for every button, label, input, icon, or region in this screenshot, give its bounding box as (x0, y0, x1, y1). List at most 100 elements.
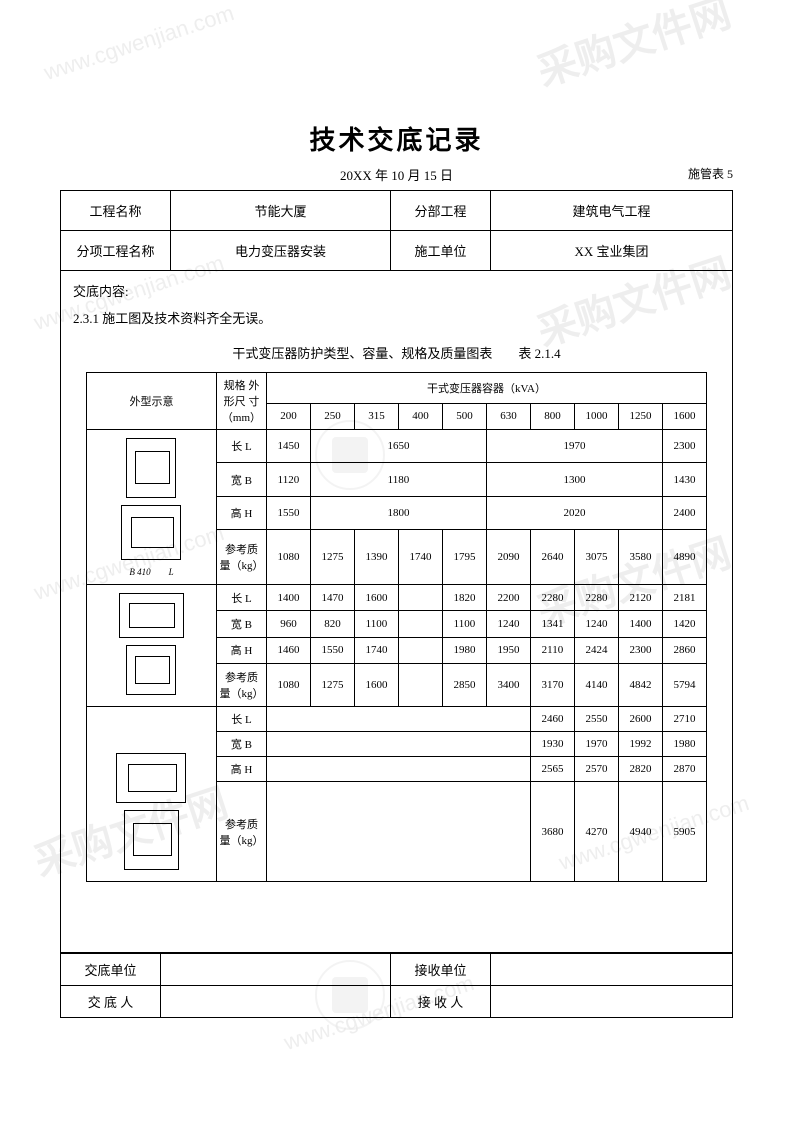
cell: 1600 (354, 585, 398, 611)
cap-cell: 800 (530, 403, 574, 429)
dim-num: 410 (137, 567, 151, 577)
table-row: 工程名称 节能大厦 分部工程 建筑电气工程 (61, 191, 733, 231)
cell: 1275 (310, 530, 354, 585)
cell (266, 782, 530, 882)
cell: 2280 (530, 585, 574, 611)
table-row: B 410 L 长 L 1450 1650 1970 2300 (86, 430, 706, 463)
cell: 1420 (662, 611, 706, 637)
row-length: 长 L (216, 707, 266, 732)
cell: 1180 (310, 463, 486, 496)
cell: 1450 (266, 430, 310, 463)
spec-table: 外型示意 规格 外形尺 寸（mm） 干式变压器容器（kVA） 200 250 3… (86, 372, 707, 882)
cell: 1970 (486, 430, 662, 463)
cell: 3580 (618, 530, 662, 585)
cell: 4940 (618, 782, 662, 882)
table-row: 分项工程名称 电力变压器安装 施工单位 XX 宝业集团 (61, 231, 733, 271)
row-width: 宽 B (216, 463, 266, 496)
cell: 1240 (574, 611, 618, 637)
cell: 1275 (310, 663, 354, 706)
table-row: 长 L 2460 2550 2600 2710 (86, 707, 706, 732)
value-receive-person (491, 986, 733, 1018)
content-cell: 交底内容: 2.3.1 施工图及技术资料齐全无误。 干式变压器防护类型、容量、规… (61, 271, 733, 953)
sheet-number: 施管表 5 (688, 165, 733, 182)
cell: 2850 (442, 663, 486, 706)
label-receive-unit: 接收单位 (391, 954, 491, 986)
cell (266, 732, 530, 757)
cell: 1950 (486, 637, 530, 663)
cell: 2570 (574, 757, 618, 782)
cell: 1390 (354, 530, 398, 585)
cell: 2460 (530, 707, 574, 732)
cell: 2090 (486, 530, 530, 585)
cell: 2020 (486, 496, 662, 529)
cell: 1800 (310, 496, 486, 529)
cell: 1650 (310, 430, 486, 463)
cell: 2300 (662, 430, 706, 463)
table-row: 长 L 1400 1470 1600 1820 2200 2280 2280 2… (86, 585, 706, 611)
cap-cell: 1000 (574, 403, 618, 429)
cell: 1980 (442, 637, 486, 663)
table-row: 交 底 人 接 收 人 (61, 986, 733, 1018)
cell: 5794 (662, 663, 706, 706)
row-weight: 参考质 量（kg） (216, 663, 266, 706)
cell: 3075 (574, 530, 618, 585)
cell: 1970 (574, 732, 618, 757)
cell: 1120 (266, 463, 310, 496)
cell: 4842 (618, 663, 662, 706)
cell (266, 707, 530, 732)
dim-b: B (129, 567, 135, 577)
cell: 2860 (662, 637, 706, 663)
cell (398, 663, 442, 706)
cell: 1460 (266, 637, 310, 663)
content-line: 2.3.1 施工图及技术资料齐全无误。 (73, 308, 720, 327)
cell: 2300 (618, 637, 662, 663)
cell: 2400 (662, 496, 706, 529)
cell: 1430 (662, 463, 706, 496)
cell: 5905 (662, 782, 706, 882)
row-length: 长 L (216, 430, 266, 463)
outline-image-2 (86, 585, 216, 707)
transformer-diagram-icon (126, 645, 176, 695)
value-item-name: 电力变压器安装 (171, 231, 391, 271)
cell: 2600 (618, 707, 662, 732)
transformer-diagram-icon (126, 438, 176, 498)
cell: 1341 (530, 611, 574, 637)
cell: 2565 (530, 757, 574, 782)
cell: 1400 (618, 611, 662, 637)
row-width: 宽 B (216, 732, 266, 757)
cell: 2710 (662, 707, 706, 732)
cell: 1080 (266, 663, 310, 706)
footer-table: 交底单位 接收单位 交 底 人 接 收 人 (60, 953, 733, 1018)
cell: 1740 (398, 530, 442, 585)
label-construction-unit: 施工单位 (391, 231, 491, 271)
watermark-url: www.cgwenjian.com (41, 0, 237, 86)
cell (266, 757, 530, 782)
cap-cell: 250 (310, 403, 354, 429)
page-title: 技术交底记录 (60, 120, 733, 157)
outline-image-1: B 410 L (86, 430, 216, 585)
table-row: 交底单位 接收单位 (61, 954, 733, 986)
cell: 3680 (530, 782, 574, 882)
content-label: 交底内容: (73, 281, 720, 300)
chart-title: 干式变压器防护类型、容量、规格及质量图表 表 2.1.4 (73, 343, 720, 362)
cell: 1100 (354, 611, 398, 637)
cell: 2640 (530, 530, 574, 585)
cell: 4270 (574, 782, 618, 882)
cell (398, 585, 442, 611)
value-receive-unit (491, 954, 733, 986)
outline-image-3 (86, 707, 216, 882)
cell: 1740 (354, 637, 398, 663)
label-delivery-person: 交 底 人 (61, 986, 161, 1018)
label-receive-person: 接 收 人 (391, 986, 491, 1018)
transformer-diagram-icon (119, 593, 184, 638)
transformer-diagram-icon (116, 753, 186, 803)
spacer (73, 882, 720, 942)
cap-cell: 200 (266, 403, 310, 429)
watermark-brand: 采购文件网 (529, 0, 737, 97)
cell (398, 611, 442, 637)
cell: 1600 (354, 663, 398, 706)
header-table: 工程名称 节能大厦 分部工程 建筑电气工程 分项工程名称 电力变压器安装 施工单… (60, 190, 733, 953)
cell: 2550 (574, 707, 618, 732)
cell: 1400 (266, 585, 310, 611)
cell: 1550 (266, 496, 310, 529)
